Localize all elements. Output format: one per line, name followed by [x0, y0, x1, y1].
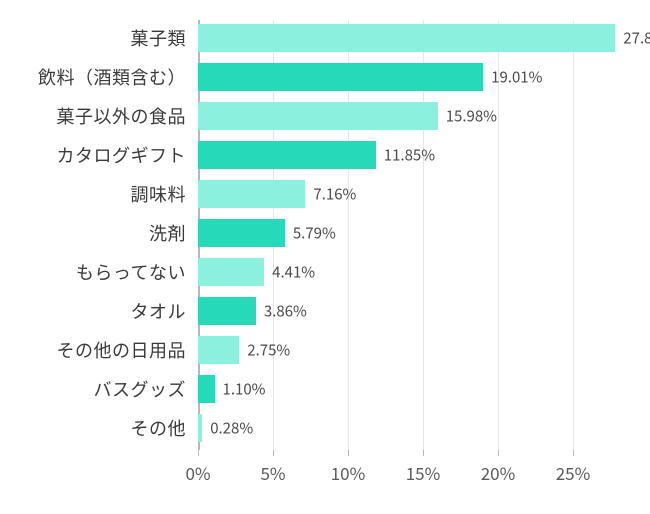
horizontal-bar-chart: 菓子類27.82%飲料（酒類含む）19.01%菓子以外の食品15.98%カタログ… [0, 0, 650, 514]
bar [198, 141, 376, 169]
value-label: 7.16% [313, 184, 356, 205]
value-label: 4.41% [272, 262, 315, 283]
category-label: カタログギフト [57, 142, 187, 168]
bar-row: 菓子類27.82% [198, 20, 618, 56]
bar-row: 飲料（酒類含む）19.01% [198, 59, 618, 95]
category-label: 調味料 [131, 181, 187, 207]
value-label: 1.10% [223, 379, 266, 400]
category-label: その他の日用品 [57, 337, 187, 363]
x-tick-label: 5% [260, 460, 285, 485]
x-tick-label: 25% [556, 460, 591, 485]
category-label: 飲料（酒類含む） [38, 64, 186, 90]
x-tick-mark [573, 450, 574, 456]
bar [198, 24, 615, 52]
x-tick-mark [423, 450, 424, 456]
bar [198, 336, 239, 364]
category-label: その他 [131, 415, 187, 441]
x-tick-label: 20% [481, 460, 516, 485]
bar-row: 調味料7.16% [198, 176, 618, 212]
bar [198, 258, 264, 286]
x-tick-mark [348, 450, 349, 456]
category-label: 菓子以外の食品 [57, 103, 187, 129]
category-label: 菓子類 [131, 25, 187, 51]
x-tick-mark [498, 450, 499, 456]
value-label: 11.85% [384, 145, 435, 166]
value-label: 19.01% [491, 67, 542, 88]
bar [198, 63, 483, 91]
bar-row: その他0.28% [198, 410, 618, 446]
x-tick-label: 15% [406, 460, 441, 485]
value-label: 3.86% [264, 301, 307, 322]
category-label: バスグッズ [94, 376, 187, 402]
bar-row: 洗剤5.79% [198, 215, 618, 251]
category-label: もらってない [76, 259, 186, 285]
bar [198, 219, 285, 247]
x-tick-mark [198, 450, 199, 456]
value-label: 15.98% [446, 106, 497, 127]
bar-row: タオル3.86% [198, 293, 618, 329]
bar-row: カタログギフト11.85% [198, 137, 618, 173]
x-tick-mark [273, 450, 274, 456]
value-label: 27.82% [623, 28, 650, 49]
plot-area: 菓子類27.82%飲料（酒類含む）19.01%菓子以外の食品15.98%カタログ… [198, 20, 618, 450]
x-tick-label: 0% [185, 460, 210, 485]
bar [198, 414, 202, 442]
bar-row: バスグッズ1.10% [198, 371, 618, 407]
bar [198, 102, 438, 130]
value-label: 2.75% [247, 340, 290, 361]
x-tick-label: 10% [331, 460, 366, 485]
bar-row: その他の日用品2.75% [198, 332, 618, 368]
value-label: 0.28% [210, 418, 253, 439]
bar [198, 375, 215, 403]
value-label: 5.79% [293, 223, 336, 244]
category-label: 洗剤 [149, 220, 186, 246]
bar [198, 297, 256, 325]
bar-row: もらってない4.41% [198, 254, 618, 290]
bar-row: 菓子以外の食品15.98% [198, 98, 618, 134]
category-label: タオル [131, 298, 187, 324]
bar [198, 180, 305, 208]
